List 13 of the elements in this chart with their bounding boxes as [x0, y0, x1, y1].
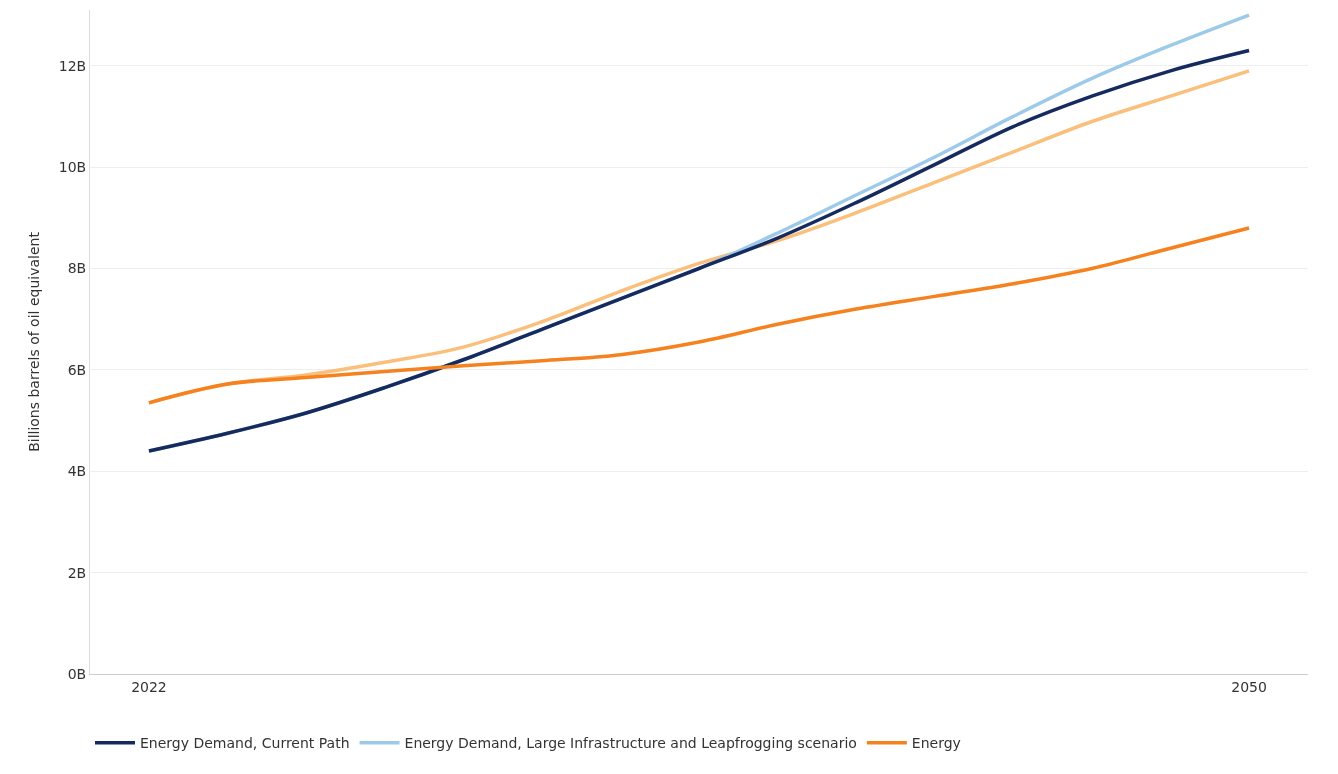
y-tick-label: 2B — [67, 564, 87, 581]
y-tick-label: 6B — [67, 361, 87, 378]
y-tick-label: 0B — [67, 665, 87, 682]
legend-label: Energy Demand, Current Path — [140, 735, 350, 752]
x-tick-label: 2022 — [131, 678, 167, 695]
legend-label: Energy — [911, 735, 961, 752]
y-axis-title: Billions barrels of oil equivalent — [26, 231, 43, 452]
y-tick-label: 10B — [58, 159, 87, 176]
legend-label: Energy Demand, Large Infrastructure and Leapfrogging scenario — [404, 735, 857, 752]
y-tick-label: 4B — [67, 463, 87, 480]
y-tick-label: 12B — [58, 57, 87, 74]
x-tick-label: 2050 — [1231, 678, 1267, 695]
y-tick-label: 8B — [67, 260, 87, 277]
